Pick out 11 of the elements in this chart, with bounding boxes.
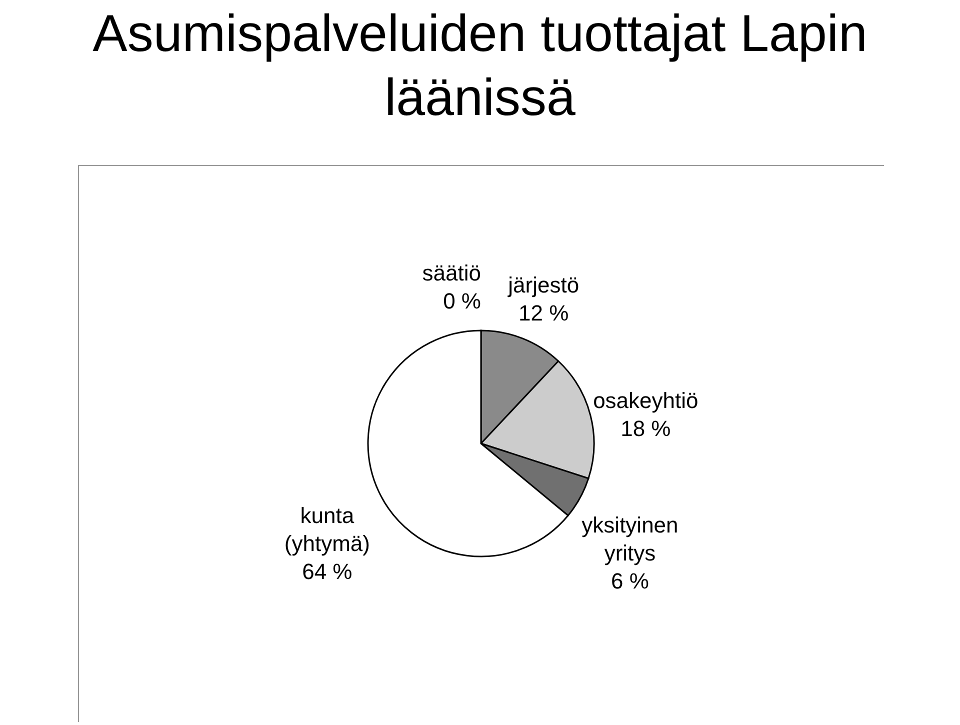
data-label: 64 %	[302, 558, 352, 584]
text: 0 %	[443, 288, 481, 314]
slice-label: kunta (yhtymä)	[284, 502, 370, 556]
data-label: 6 %	[611, 568, 649, 594]
slice-label: yksityinen yritys	[582, 512, 678, 566]
data-label: 12 %	[518, 300, 569, 326]
chart-title: Asumispalveluiden tuottajat Lapin läänissä	[92, 4, 868, 129]
category-label: säätiö	[422, 260, 481, 286]
slice-label: osakeyhtiö	[593, 388, 698, 414]
slice-label: järjestö	[507, 272, 580, 298]
data-label: 18 %	[620, 416, 671, 442]
